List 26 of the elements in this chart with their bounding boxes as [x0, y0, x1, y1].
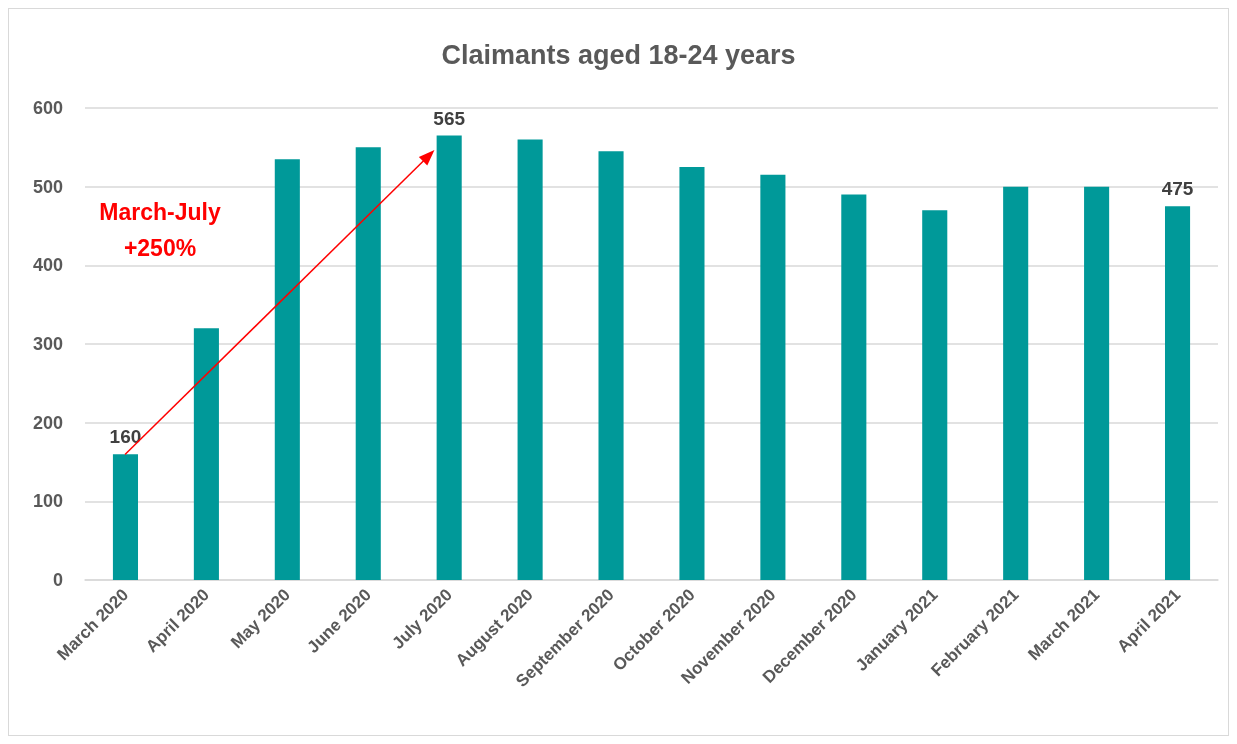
y-tick-label: 100 — [32, 491, 63, 512]
bar — [679, 167, 705, 580]
bar — [193, 328, 219, 580]
y-tick-label: 600 — [32, 98, 63, 118]
data-label: 160 — [109, 426, 142, 448]
bar — [112, 454, 139, 580]
chart-title: Claimants aged 18-24 years — [441, 39, 796, 70]
bar — [1164, 206, 1191, 580]
bar — [517, 139, 543, 580]
bar — [922, 210, 948, 580]
bar — [598, 151, 624, 580]
bar — [436, 135, 462, 580]
bar — [841, 194, 867, 580]
bar — [1084, 186, 1110, 580]
y-tick-label: 400 — [32, 255, 63, 276]
bar — [355, 147, 381, 580]
y-tick-label: 0 — [52, 570, 63, 590]
annotation: March-July +250% — [99, 199, 221, 261]
y-tick-label: 500 — [32, 176, 63, 197]
y-tick-label: 200 — [32, 412, 63, 433]
y-tick-label: 300 — [32, 334, 63, 354]
bar — [760, 174, 786, 580]
data-label: 475 — [1161, 178, 1194, 200]
data-label: 565 — [433, 107, 466, 129]
bar — [274, 159, 300, 580]
bar — [1003, 186, 1029, 580]
